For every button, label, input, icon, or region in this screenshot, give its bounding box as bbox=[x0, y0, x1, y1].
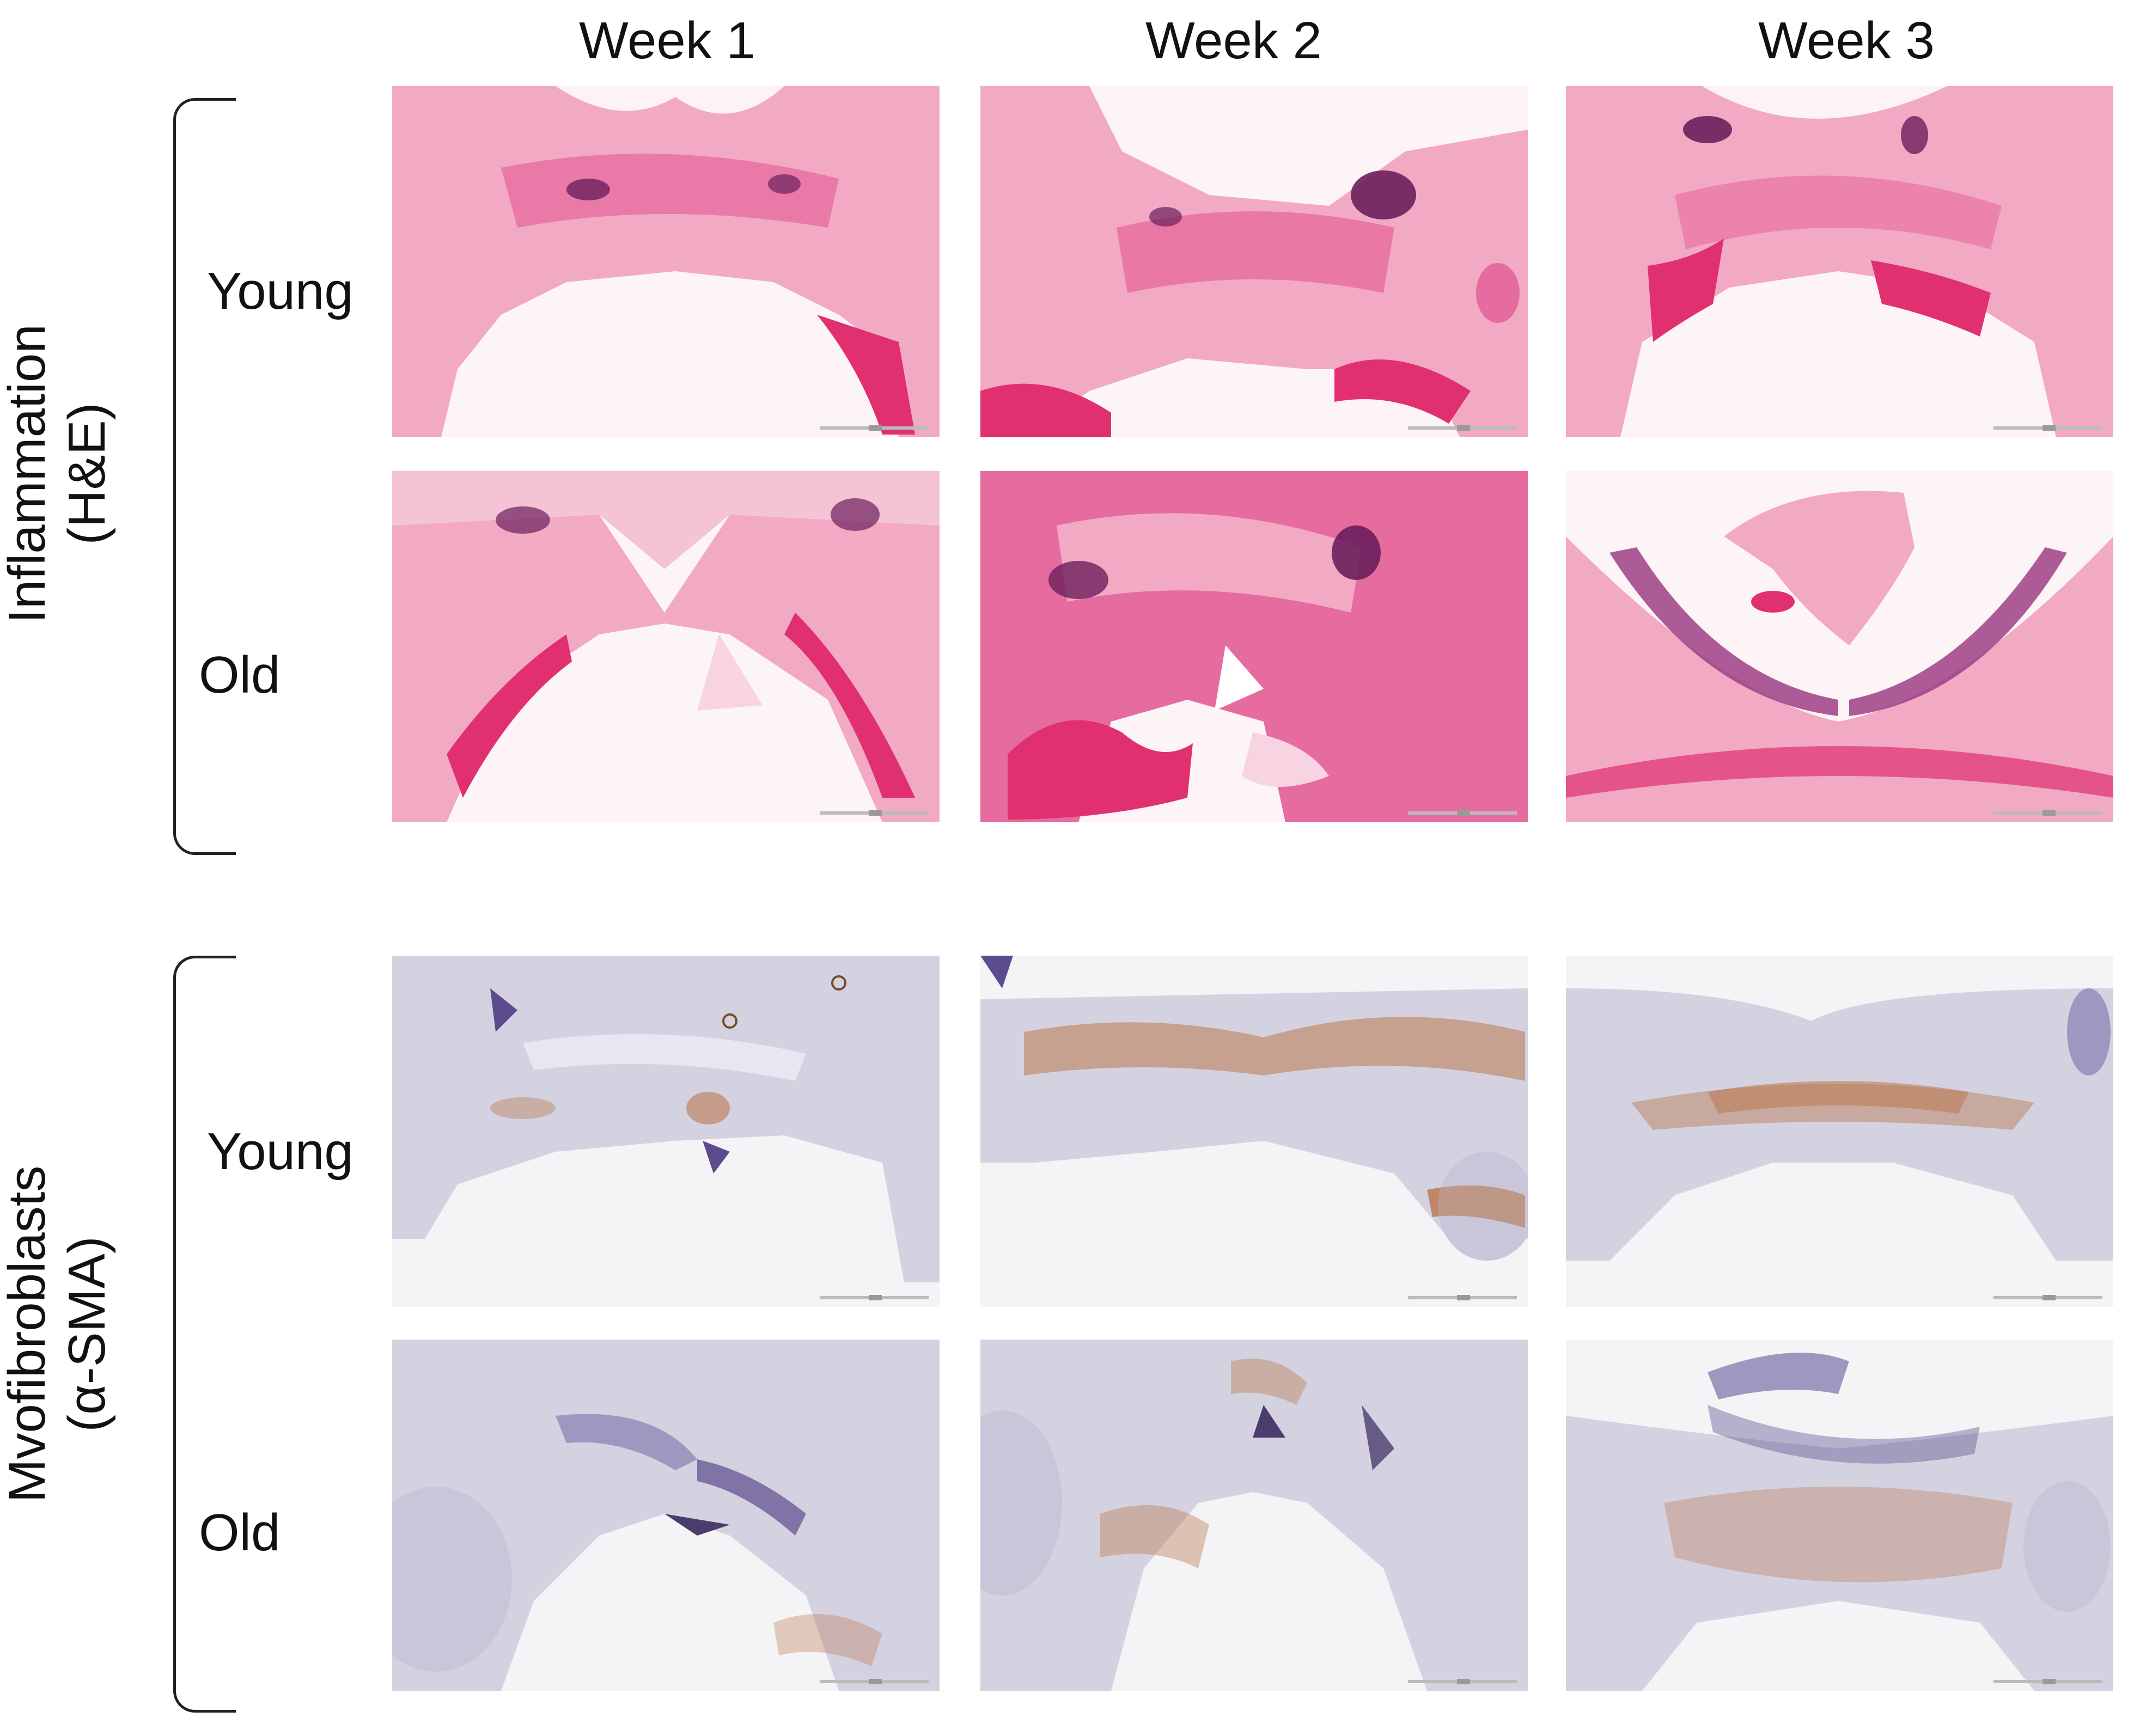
column-header-week-1: Week 1 bbox=[579, 11, 755, 70]
micrograph-he-young-week-1 bbox=[392, 86, 940, 437]
micrograph-he-young-week-2 bbox=[980, 86, 1528, 437]
row-label-young-sma: Young bbox=[207, 1122, 353, 1181]
micrograph-he-old-week-2 bbox=[980, 471, 1528, 822]
micrograph-sma-old-week-2 bbox=[980, 1340, 1528, 1691]
scale-bar bbox=[820, 1679, 929, 1684]
section-label-myofibroblasts-title: Mvofibroblasts bbox=[0, 1165, 56, 1503]
scale-bar bbox=[1993, 810, 2102, 816]
scale-bar bbox=[820, 1295, 929, 1300]
section-bracket-inflammation bbox=[173, 98, 236, 855]
section-label-inflammation-stain: (H&E) bbox=[58, 402, 116, 545]
micrograph-sma-young-week-1 bbox=[392, 956, 940, 1307]
section-label-myofibroblasts: Mvofibroblasts (α-SMA) bbox=[0, 1166, 117, 1503]
section-label-myofibroblasts-stain: (α-SMA) bbox=[58, 1236, 116, 1432]
micrograph-he-old-week-3 bbox=[1566, 471, 2113, 822]
micrograph-sma-young-week-3 bbox=[1566, 956, 2113, 1307]
section-label-inflammation-title: Inflammation bbox=[0, 324, 56, 624]
scale-bar bbox=[1993, 425, 2102, 431]
scale-bar bbox=[1408, 1679, 1517, 1684]
scale-bar bbox=[820, 425, 929, 431]
scale-bar bbox=[1408, 810, 1517, 816]
scale-bar bbox=[820, 810, 929, 816]
micrograph-sma-old-week-3 bbox=[1566, 1340, 2113, 1691]
micrograph-he-old-week-1 bbox=[392, 471, 940, 822]
scale-bar bbox=[1408, 425, 1517, 431]
section-bracket-myofibroblasts bbox=[173, 956, 236, 1713]
scale-bar bbox=[1408, 1295, 1517, 1300]
column-header-week-2: Week 2 bbox=[1145, 11, 1322, 70]
row-label-young-he: Young bbox=[207, 262, 353, 320]
column-header-week-3: Week 3 bbox=[1758, 11, 1935, 70]
row-label-old-sma: Old bbox=[199, 1503, 281, 1562]
scale-bar bbox=[1993, 1295, 2102, 1300]
micrograph-sma-young-week-2 bbox=[980, 956, 1528, 1307]
section-label-inflammation: Inflammation (H&E) bbox=[0, 324, 117, 624]
row-label-old-he: Old bbox=[199, 646, 281, 704]
micrograph-sma-old-week-1 bbox=[392, 1340, 940, 1691]
micrograph-he-young-week-3 bbox=[1566, 86, 2113, 437]
scale-bar bbox=[1993, 1679, 2102, 1684]
